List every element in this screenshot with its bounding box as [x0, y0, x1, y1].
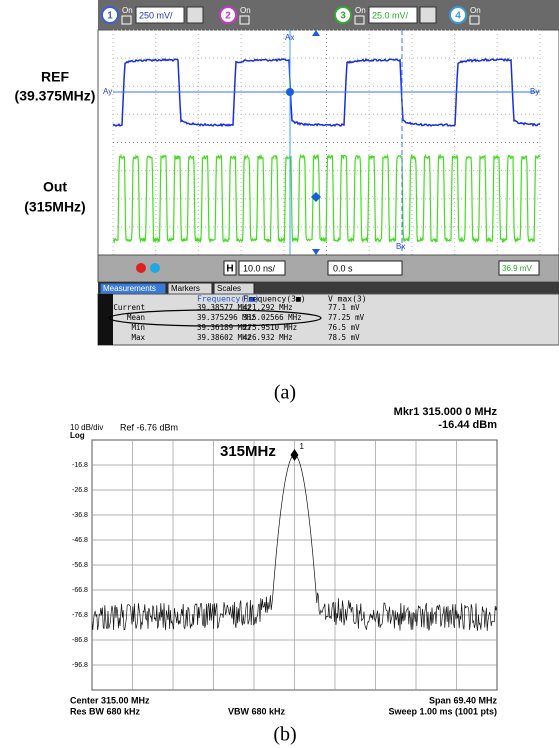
channel-number: 3	[340, 11, 346, 22]
tab-label: Markers	[171, 284, 200, 293]
reference-level: Ref -6.76 dBm	[120, 422, 178, 432]
scale-stepper	[420, 7, 436, 23]
page: { "signal_labels": [ {"name": "REF", "fr…	[0, 0, 559, 748]
table-cell: 76.5 mV	[328, 323, 360, 332]
channel-number: 2	[225, 11, 231, 22]
table-cell: Current	[113, 303, 145, 312]
marker-ay: Ay	[103, 87, 112, 96]
delay: 0.0 s	[333, 263, 353, 273]
marker-number: 1	[300, 442, 305, 451]
single-button	[150, 263, 160, 273]
channel-number: 1	[107, 11, 113, 22]
tab-label: Measurements	[103, 284, 156, 293]
table-cell: 78.5 mV	[328, 333, 360, 342]
y-label: -56.8	[72, 562, 88, 569]
channel-state: On	[470, 6, 481, 15]
y-label: -26.8	[72, 487, 88, 494]
channel-number: 4	[455, 11, 461, 22]
table-cell: 315.02566 MHz	[243, 313, 302, 322]
figure: REF(39.375MHz)Out(315MHz)1On250 mV/2On3O…	[0, 0, 559, 748]
table-cell: 426.932 MHz	[243, 333, 293, 342]
timebase: 10.0 ns/	[243, 263, 276, 273]
marker-ax: Ax	[285, 33, 294, 42]
marker-readout: Mkr1 315.000 0 MHz	[394, 406, 498, 418]
caption-b: (b)	[273, 724, 296, 746]
marker-by: By	[530, 87, 539, 96]
table-cell: Max	[131, 333, 145, 342]
tab-bar	[98, 282, 559, 294]
table-cell: 77.1 mV	[328, 303, 360, 312]
y-label: -16.8	[72, 462, 88, 469]
scale-stepper	[187, 7, 203, 23]
y-label: -66.8	[72, 587, 88, 594]
y-label: -86.8	[72, 637, 88, 644]
y-label: -96.8	[72, 662, 88, 669]
marker-bx: Bx	[396, 242, 405, 251]
tab-label: Scales	[217, 284, 241, 293]
sweep: Sweep 1.00 ms (1001 pts)	[388, 706, 497, 716]
log-label: Log	[70, 431, 85, 440]
y-label: -76.8	[72, 612, 88, 619]
run-button	[136, 263, 146, 273]
channel-state: On	[355, 6, 366, 15]
channel-scale: 250 mV/	[139, 10, 173, 20]
table-cell: Mean	[127, 313, 145, 322]
channel-scale: 25.0 mV/	[372, 10, 409, 20]
cursor-point	[286, 88, 294, 96]
caption-a: (a)	[274, 382, 296, 404]
span: Span 69.40 MHz	[429, 695, 498, 705]
signal-name: REF	[41, 69, 69, 85]
trigger-level: 36.9 mV	[502, 264, 532, 273]
res-bw: Res BW 680 kHz	[70, 706, 141, 716]
signal-name: Out	[43, 179, 67, 195]
peak-label: 315MHz	[220, 443, 276, 460]
h-label: H	[226, 264, 233, 275]
signal-frequency: (39.375MHz)	[15, 88, 96, 104]
y-label: -36.8	[72, 512, 88, 519]
channel-state: On	[240, 6, 251, 15]
vbw: VBW 680 kHz	[228, 706, 286, 716]
channel-state: On	[122, 6, 133, 15]
table-cell: 77.25 mV	[328, 313, 365, 322]
marker-level: -16.44 dBm	[438, 419, 497, 431]
center-frequency: Center 315.00 MHz	[70, 695, 150, 705]
y-label: -46.8	[72, 537, 88, 544]
signal-frequency: (315MHz)	[24, 199, 85, 215]
